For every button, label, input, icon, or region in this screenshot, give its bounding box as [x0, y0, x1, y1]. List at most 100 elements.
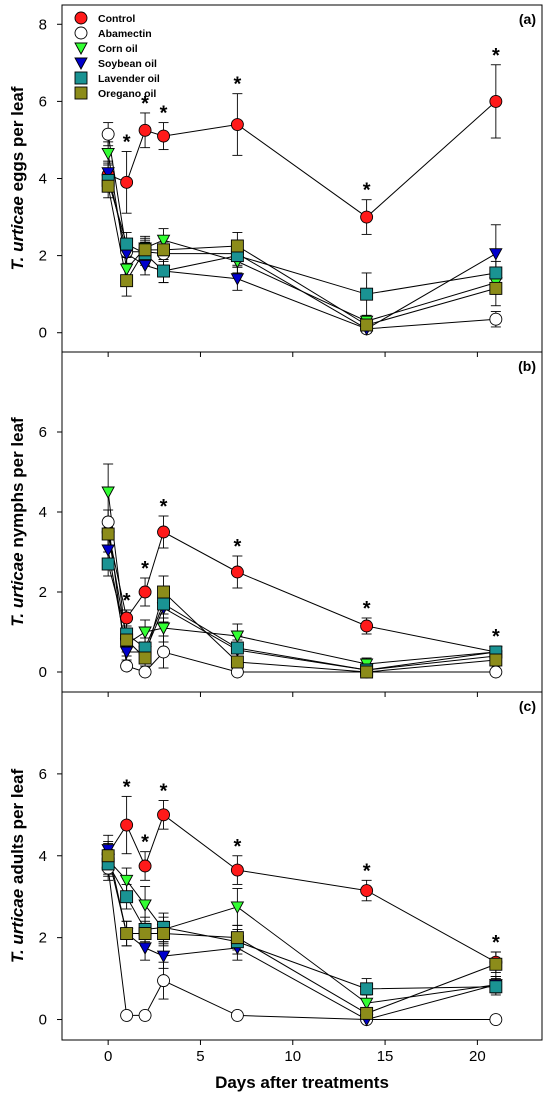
- data-point-lavender-oil: [120, 890, 134, 904]
- data-point-control: [360, 619, 374, 633]
- data-point-oregano-oil: [489, 653, 503, 667]
- y-tick-label: 6: [39, 93, 47, 110]
- significance-star: *: [141, 832, 149, 854]
- y-tick-label: 0: [39, 664, 47, 681]
- data-point-control: [120, 175, 134, 189]
- data-point-abamectin: [138, 1008, 152, 1022]
- data-point-control: [138, 585, 152, 599]
- legend-marker-oregano-oil: [74, 86, 88, 100]
- data-point-control: [360, 210, 374, 224]
- y-axis-title-rest: nymphs per leaf: [8, 417, 27, 552]
- data-point-oregano-oil: [157, 243, 170, 257]
- data-point-abamectin: [157, 974, 170, 988]
- legend-label: Corn oil: [98, 43, 138, 55]
- data-point-abamectin: [120, 659, 134, 673]
- data-point-oregano-oil: [360, 665, 374, 679]
- data-point-lavender-oil: [360, 287, 374, 301]
- legend-marker-corn-oil: [74, 42, 88, 55]
- data-point-oregano-oil: [138, 927, 152, 941]
- legend-marker-lavender-oil: [74, 71, 88, 85]
- data-point-oregano-oil: [138, 651, 152, 665]
- y-axis-title-species: T. urticae: [8, 196, 27, 270]
- significance-star: *: [363, 180, 371, 202]
- significance-star: *: [233, 536, 241, 558]
- significance-star: *: [492, 932, 500, 954]
- data-point-corn-oil: [359, 997, 374, 1011]
- y-tick-label: 2: [39, 584, 47, 601]
- x-axis-title: Days after treatments: [215, 1073, 389, 1092]
- panel--b-: 0 2 4 6 T. urticae nymphs per leaf (b) * * * * * *: [8, 351, 543, 697]
- y-axis-title: T. urticae adults per leaf: [8, 769, 27, 964]
- significance-star: *: [233, 836, 241, 858]
- data-point-oregano-oil: [120, 633, 134, 647]
- markers-control: [101, 808, 503, 969]
- data-point-abamectin: [138, 665, 152, 679]
- legend: Control Abamectin Corn oil Soybean oil Laven…: [74, 11, 160, 100]
- data-point-oregano-oil: [120, 927, 134, 941]
- data-point-lavender-oil: [157, 264, 170, 278]
- data-point-control: [157, 808, 170, 822]
- significance-star: *: [141, 93, 149, 115]
- data-point-oregano-oil: [489, 957, 503, 971]
- data-point-oregano-oil: [138, 243, 152, 257]
- legend-label: Lavender oil: [98, 73, 160, 85]
- data-point-abamectin: [489, 665, 503, 679]
- data-point-soybean-oil: [138, 942, 152, 955]
- legend-marker-abamectin: [74, 26, 88, 40]
- legend-label: Control: [98, 13, 135, 25]
- panel-label: (b): [518, 358, 536, 374]
- series-corn-oil: [103, 141, 501, 328]
- data-point-corn-oil: [230, 630, 245, 643]
- data-point-abamectin: [101, 515, 115, 529]
- y-tick-label: 0: [39, 325, 47, 342]
- markers-oregano-oil: [101, 179, 503, 332]
- y-axis-title: T. urticae eggs per leaf: [8, 86, 27, 270]
- x-tick-label: 10: [284, 1048, 301, 1065]
- data-point-corn-oil: [101, 486, 115, 499]
- data-point-control: [157, 525, 170, 539]
- significance-star: *: [160, 103, 168, 125]
- data-point-control: [230, 565, 244, 579]
- y-tick-label: 4: [39, 171, 47, 188]
- y-axis-title-species: T. urticae: [8, 552, 27, 626]
- x-tick-label: 0: [104, 1048, 112, 1065]
- series-abamectin: [103, 122, 501, 334]
- data-point-oregano-oil: [230, 655, 244, 669]
- y-axis-title: T. urticae nymphs per leaf: [8, 417, 27, 627]
- significance-star: *: [233, 74, 241, 96]
- legend-label: Soybean oil: [98, 58, 157, 70]
- y-tick-label: 4: [39, 848, 47, 865]
- data-point-soybean-oil: [156, 950, 171, 964]
- significance-star: *: [123, 132, 131, 154]
- data-point-abamectin: [157, 645, 170, 659]
- data-point-lavender-oil: [157, 597, 170, 611]
- data-point-abamectin: [101, 127, 115, 141]
- data-point-oregano-oil: [230, 239, 244, 253]
- significance-star: *: [363, 598, 371, 620]
- markers-corn-oil: [101, 147, 503, 329]
- data-point-oregano-oil: [489, 281, 503, 295]
- legend-marker-soybean-oil: [74, 57, 88, 70]
- data-point-oregano-oil: [360, 318, 374, 332]
- data-point-soybean-oil: [230, 273, 245, 286]
- data-point-oregano-oil: [101, 527, 115, 541]
- data-point-soybean-oil: [138, 259, 152, 273]
- data-point-oregano-oil: [120, 274, 134, 288]
- plot-frame: [61, 691, 543, 1041]
- y-tick-label: 6: [39, 766, 47, 783]
- y-axis-title-rest: eggs per leaf: [8, 86, 27, 196]
- significance-star: *: [160, 496, 168, 518]
- x-tick-label: 5: [196, 1048, 204, 1065]
- markers-abamectin: [101, 861, 503, 1026]
- y-axis-title-rest: adults per leaf: [8, 769, 27, 889]
- legend-item-abamectin: Abamectin: [74, 26, 152, 40]
- legend-label: Oregano oil: [98, 88, 156, 100]
- x-tick-label: 20: [469, 1048, 486, 1065]
- legend-marker-control: [74, 11, 88, 25]
- significance-star: *: [160, 780, 168, 802]
- data-point-corn-oil: [119, 263, 134, 277]
- markers-lavender-oil: [101, 857, 503, 996]
- data-point-lavender-oil: [360, 982, 374, 996]
